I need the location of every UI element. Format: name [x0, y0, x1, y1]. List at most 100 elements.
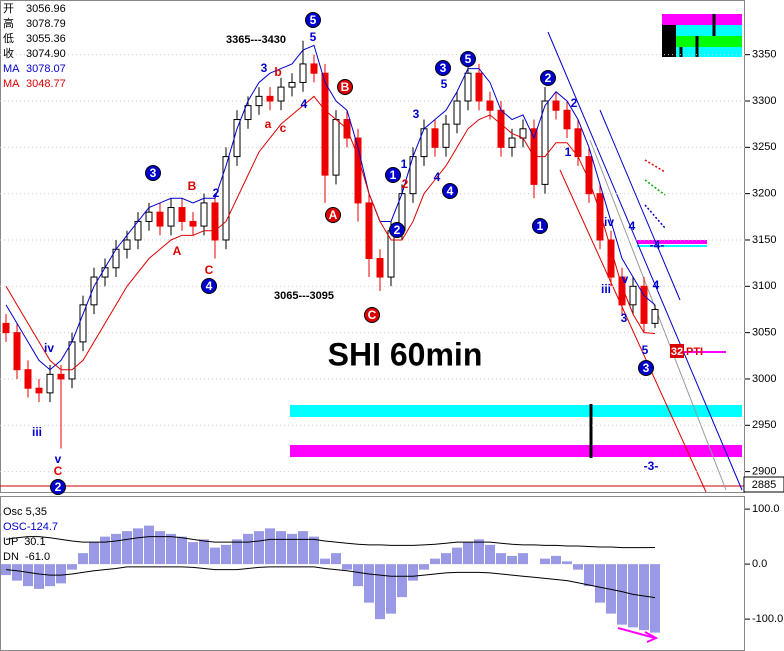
osc-title: Osc 5,35: [3, 506, 47, 518]
info-value: 3078.07: [26, 63, 66, 75]
wave-marker: [540, 70, 556, 86]
block: [662, 14, 742, 25]
wave-label: 2: [213, 186, 220, 200]
y-tick-label: 2950: [752, 419, 776, 431]
osc-line: [5, 566, 656, 599]
trend-line: [599, 109, 681, 301]
wave-label: c: [280, 121, 287, 135]
wave-label: v: [622, 272, 629, 286]
candle-body: [244, 105, 252, 121]
trend-line: [547, 31, 743, 491]
y-tick-label: 3050: [752, 327, 776, 339]
wave-label: iii: [601, 282, 611, 296]
osc-reading: OSC-124.7: [3, 521, 58, 533]
candle-body: [90, 276, 98, 306]
candle-body: [200, 202, 208, 227]
wave-label: 2: [545, 71, 552, 85]
candle-body: [387, 230, 395, 278]
info-label: MA: [3, 63, 20, 75]
wave-marker: [435, 60, 451, 76]
osc-tick-label: 100.0: [752, 503, 780, 515]
candle-body: [277, 86, 285, 102]
block: [662, 25, 742, 36]
candle-body: [376, 258, 384, 278]
y-tick-label: 3300: [752, 95, 776, 107]
wave-label: A: [173, 244, 182, 258]
candle-body: [233, 119, 241, 158]
range-label: 3065---3095: [274, 290, 334, 302]
wave-label: 3: [413, 107, 420, 121]
osc-reading: UP 30.1: [3, 536, 46, 548]
wave-label: 5: [642, 343, 649, 357]
candle-body: [101, 267, 109, 278]
wave-label: 1: [565, 145, 572, 159]
wave-label: 3: [643, 361, 650, 375]
info-value: 3074.90: [26, 48, 66, 60]
wave-label: 3: [621, 311, 628, 325]
wave-label: iv: [44, 341, 54, 355]
info-label: MA: [3, 78, 20, 90]
candle-body: [13, 332, 21, 371]
candle-body: [288, 81, 296, 88]
wave-label: 2: [55, 480, 62, 494]
price-panel: [0, 0, 745, 493]
candle-body: [629, 285, 637, 306]
wave-label: 4: [653, 278, 660, 292]
wave-label: C: [368, 308, 377, 322]
price-box: [743, 476, 784, 493]
candle-body: [596, 193, 604, 241]
wave-label: 4: [206, 279, 213, 293]
wave-marker: [532, 218, 548, 234]
candle-body: [552, 100, 560, 111]
wave-label: a: [265, 117, 272, 131]
candle-body: [453, 100, 461, 125]
wave-label: 5: [310, 13, 317, 27]
candle-body: [354, 137, 362, 204]
block: [676, 36, 742, 47]
wave-label: 1: [390, 168, 397, 182]
wave-marker: [305, 12, 321, 28]
candle-body: [167, 207, 175, 227]
y-tick-label: 3350: [752, 49, 776, 61]
osc-tick-label: 0.0: [752, 558, 767, 570]
candle-body: [255, 95, 263, 107]
y-tick-label: 3000: [752, 373, 776, 385]
wave-label: C: [205, 263, 214, 277]
info-label: 开: [3, 3, 14, 15]
band: [290, 445, 742, 457]
candle-body: [442, 123, 450, 148]
wave-label: 5: [465, 52, 472, 66]
wave-marker: [638, 360, 654, 376]
range-label: 3365---3430: [226, 34, 286, 46]
wave-marker: [385, 167, 401, 183]
candle-body: [68, 341, 76, 380]
candle-body: [145, 211, 153, 222]
candle-body: [618, 276, 626, 306]
info-value: 3055.36: [26, 33, 66, 45]
candle-body: [299, 63, 307, 83]
wave-label: b: [274, 65, 281, 79]
band: [290, 405, 742, 417]
y-tick-label: 3150: [752, 234, 776, 246]
wave-label: 1: [537, 219, 544, 233]
candle-body: [332, 119, 340, 176]
osc-tick-label: -100.0: [752, 613, 783, 625]
wave-label: C: [54, 464, 63, 478]
candle-body: [321, 72, 329, 176]
wave-label: 3: [261, 61, 268, 75]
candle-body: [211, 202, 219, 241]
wave-label: 1: [401, 157, 408, 171]
info-value: 3056.96: [26, 3, 66, 15]
candle-body: [497, 109, 505, 148]
arrow: [617, 627, 659, 643]
info-label: 低: [3, 32, 14, 45]
wave-label: B: [341, 80, 350, 94]
y-tick-label: 2900: [752, 466, 776, 478]
wave-marker: [364, 307, 380, 323]
candle-body: [365, 202, 373, 260]
osc-reading: DN -61.0: [3, 551, 50, 563]
wave-marker: [460, 51, 476, 67]
candle-body: [640, 285, 648, 324]
candle-body: [156, 211, 164, 227]
wave-label: 4: [301, 97, 308, 111]
